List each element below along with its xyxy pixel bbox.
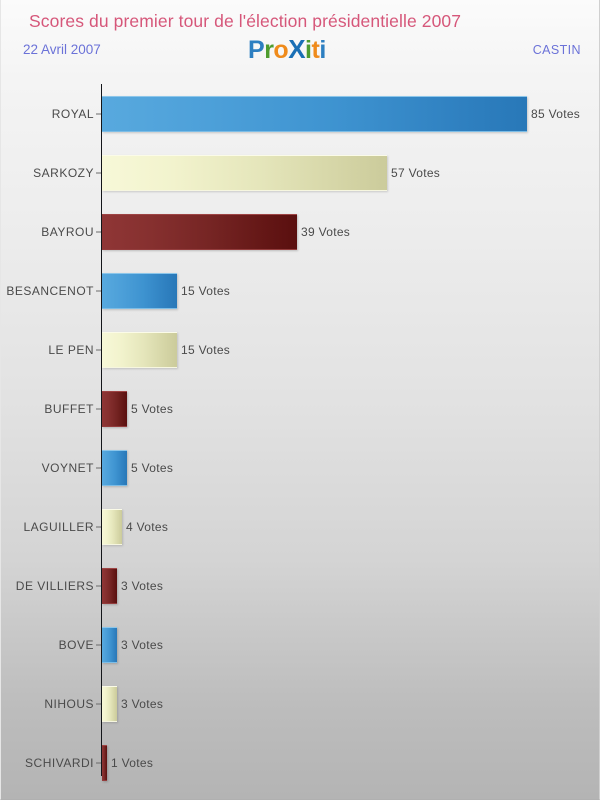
axis-tick xyxy=(96,290,101,291)
logo-letter-2: o xyxy=(273,36,289,64)
bar-row: VOYNET 5 Votes xyxy=(1,438,600,497)
bar-row-label: LE PEN xyxy=(48,342,94,357)
bar[interactable] xyxy=(102,272,177,309)
axis-tick xyxy=(96,408,101,409)
bar-row: BAYROU 39 Votes xyxy=(1,202,600,261)
logo-letter-4: i xyxy=(305,36,312,64)
bar-value-label: 15 Votes xyxy=(181,342,231,357)
logo-letter-3: X xyxy=(288,34,306,64)
bar-row-label: ROYAL xyxy=(51,106,94,121)
bar[interactable] xyxy=(102,213,297,250)
chart-source-label: CASTIN xyxy=(532,43,581,57)
axis-tick xyxy=(96,349,101,350)
logo-letter-5: t xyxy=(311,36,320,64)
bar[interactable] xyxy=(102,744,107,781)
proxiti-logo: ProXiti xyxy=(248,35,326,64)
bar[interactable] xyxy=(102,508,122,545)
bar-value-label: 15 Votes xyxy=(181,283,231,298)
bar-value-label: 3 Votes xyxy=(121,578,164,593)
bar-value-label: 4 Votes xyxy=(126,519,169,534)
logo-letter-0: P xyxy=(248,36,265,64)
axis-tick xyxy=(96,467,101,468)
bar[interactable] xyxy=(102,449,127,486)
bar-value-label: 5 Votes xyxy=(131,401,174,416)
bar[interactable] xyxy=(102,331,177,368)
bar-row-label: BESANCENOT xyxy=(6,283,94,298)
y-axis-line xyxy=(101,84,102,776)
plot-area: ROYAL 85 Votes SARKOZY 57 Votes BAYROU 39 Vot… xyxy=(1,80,600,800)
page-title: Scores du premier tour de l'élection pré… xyxy=(29,11,462,31)
bar-row: LAGUILLER 4 Votes xyxy=(1,497,600,556)
bar-row: NIHOUS 3 Votes xyxy=(1,674,600,733)
bar[interactable] xyxy=(102,154,387,191)
bar-row: ROYAL 85 Votes xyxy=(1,84,600,143)
bar-row: SCHIVARDI 1 Votes xyxy=(1,733,600,792)
bar-row-label: BOVE xyxy=(58,637,94,652)
bar-value-label: 57 Votes xyxy=(391,165,441,180)
bar-row-label: LAGUILLER xyxy=(23,519,94,534)
logo-letter-1: r xyxy=(264,36,274,64)
axis-tick xyxy=(96,585,101,586)
bar-row-label: NIHOUS xyxy=(44,696,94,711)
bar-value-label: 1 Votes xyxy=(111,755,154,770)
axis-tick xyxy=(96,762,101,763)
chart-header: Scores du premier tour de l'élection pré… xyxy=(1,0,600,80)
chart-date: 22 Avril 2007 xyxy=(23,42,101,57)
bar[interactable] xyxy=(102,95,527,132)
axis-tick xyxy=(96,526,101,527)
bar-row: SARKOZY 57 Votes xyxy=(1,143,600,202)
bar-row: BUFFET 5 Votes xyxy=(1,379,600,438)
axis-tick xyxy=(96,172,101,173)
bar[interactable] xyxy=(102,390,127,427)
bar-row: LE PEN 15 Votes xyxy=(1,320,600,379)
bar-value-label: 85 Votes xyxy=(531,106,581,121)
bar-value-label: 3 Votes xyxy=(121,637,164,652)
axis-tick xyxy=(96,644,101,645)
bar[interactable] xyxy=(102,685,117,722)
bar-row-label: VOYNET xyxy=(41,460,94,475)
bar-value-label: 39 Votes xyxy=(301,224,351,239)
bar-value-label: 3 Votes xyxy=(121,696,164,711)
bar-value-label: 5 Votes xyxy=(131,460,174,475)
bar-row: BOVE 3 Votes xyxy=(1,615,600,674)
bar-row-label: BUFFET xyxy=(44,401,94,416)
bar-row-label: DE VILLIERS xyxy=(15,578,94,593)
bar-row-label: BAYROU xyxy=(41,224,94,239)
bar-row-label: SARKOZY xyxy=(33,165,94,180)
bar-row: BESANCENOT 15 Votes xyxy=(1,261,600,320)
axis-tick xyxy=(96,231,101,232)
bar[interactable] xyxy=(102,567,117,604)
bar[interactable] xyxy=(102,626,117,663)
axis-tick xyxy=(96,703,101,704)
bar-row-label: SCHIVARDI xyxy=(25,755,94,770)
bar-row: DE VILLIERS 3 Votes xyxy=(1,556,600,615)
axis-tick xyxy=(96,113,101,114)
logo-letter-6: i xyxy=(319,36,326,64)
